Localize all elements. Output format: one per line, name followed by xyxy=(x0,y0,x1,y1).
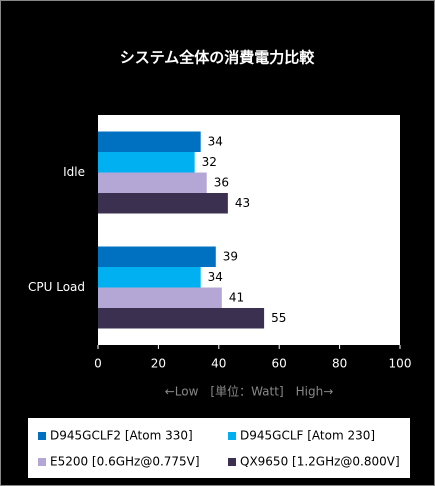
bar xyxy=(98,308,265,329)
bar xyxy=(98,172,207,193)
bar xyxy=(98,193,228,214)
legend xyxy=(28,418,410,478)
bar xyxy=(98,267,201,288)
legend-label: D945GCLF [Atom 230] xyxy=(240,429,375,443)
data-label: 39 xyxy=(223,249,238,263)
data-label: 55 xyxy=(271,311,286,325)
x-tick-label: 0 xyxy=(94,357,102,371)
data-label: 34 xyxy=(208,270,223,284)
x-tick-label: 80 xyxy=(332,357,347,371)
x-tick-label: 60 xyxy=(272,357,287,371)
data-label: 36 xyxy=(214,175,229,189)
bar xyxy=(98,287,222,308)
data-label: 34 xyxy=(208,134,223,148)
legend-marker xyxy=(38,458,46,466)
x-axis-label: ←Low [単位：Watt] High→ xyxy=(165,384,334,399)
x-tick-label: 20 xyxy=(151,357,166,371)
bar xyxy=(98,131,201,152)
legend-marker xyxy=(228,458,236,466)
legend-label: QX9650 [1.2GHz@0.800V] xyxy=(240,455,400,469)
data-label: 41 xyxy=(229,290,244,304)
legend-label: E5200 [0.6GHz@0.775V] xyxy=(50,455,200,469)
legend-marker xyxy=(228,432,236,440)
data-label: 43 xyxy=(235,196,250,210)
data-label: 32 xyxy=(202,155,217,169)
bar xyxy=(98,246,216,267)
legend-label: D945GCLF2 [Atom 330] xyxy=(50,429,193,443)
legend-marker xyxy=(38,432,46,440)
chart-title: システム全体の消費電力比較 xyxy=(120,49,316,67)
y-tick-label: CPU Load xyxy=(28,280,85,294)
x-tick-label: 40 xyxy=(211,357,226,371)
x-tick-label: 100 xyxy=(389,357,412,371)
y-tick-label: Idle xyxy=(63,165,85,179)
bar xyxy=(98,152,195,173)
